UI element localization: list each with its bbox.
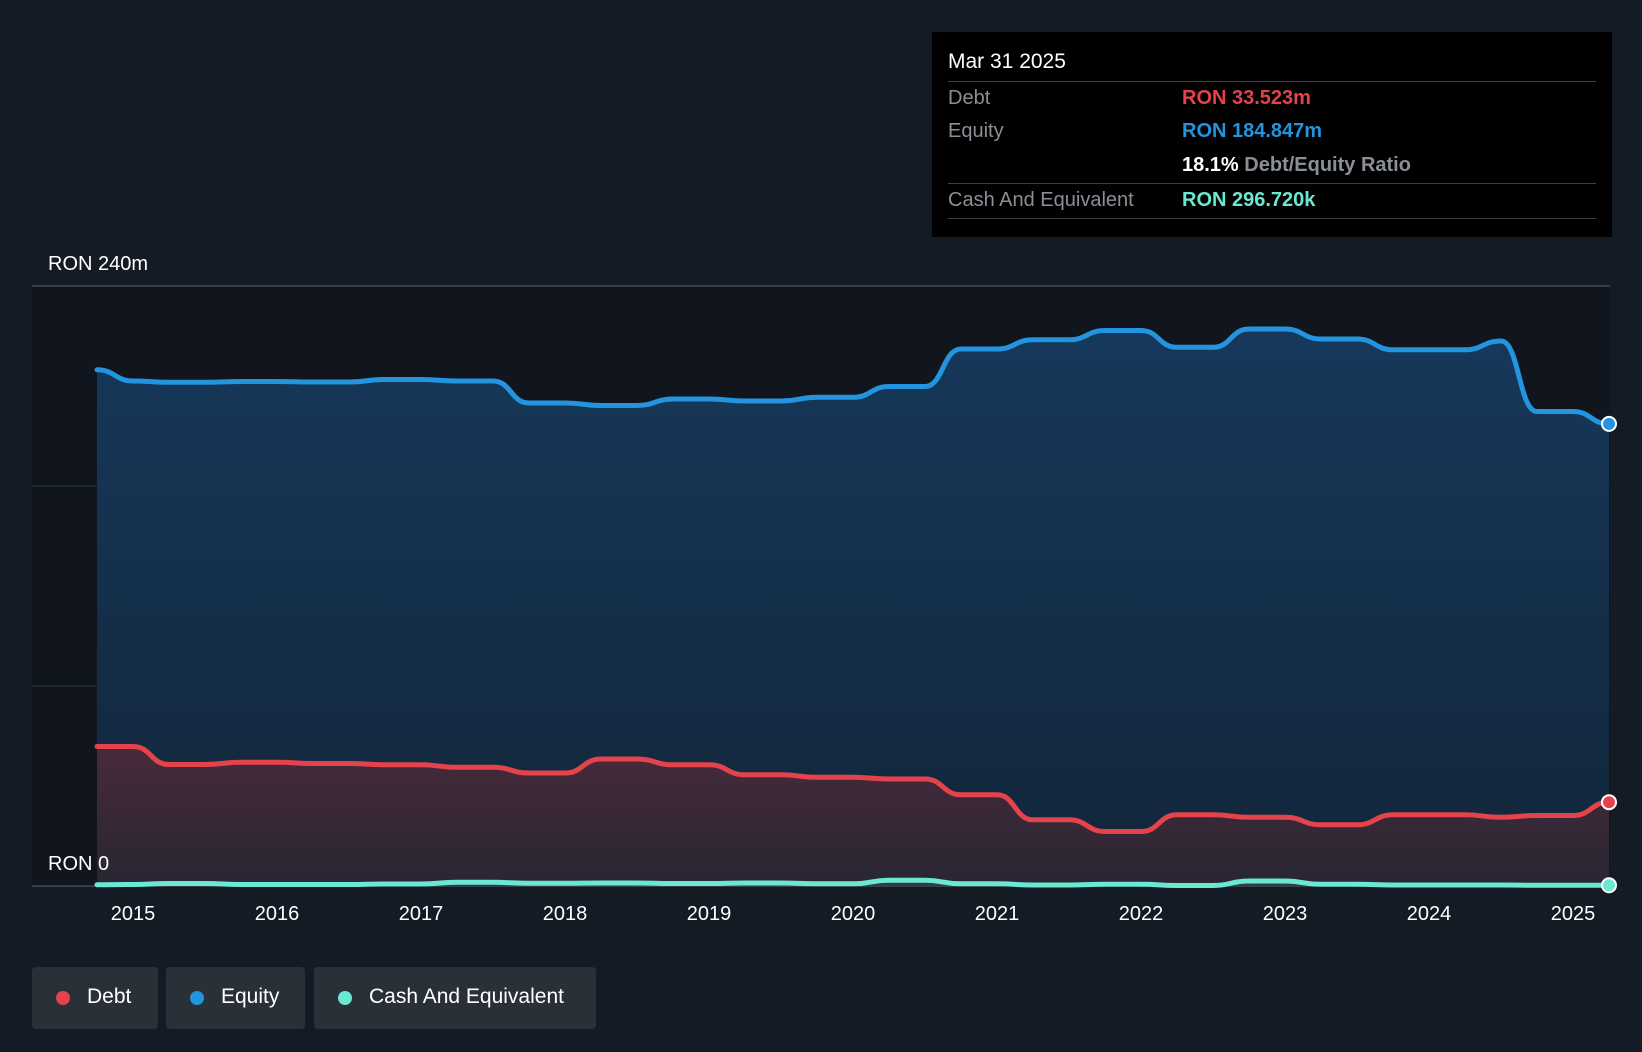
tooltip: Mar 31 2025 Debt RON 33.523m Equity RON … [932,32,1612,237]
tooltip-debt-row: Debt RON 33.523m [948,81,1596,116]
tooltip-cash-label: Cash And Equivalent [948,189,1134,211]
debt-end-marker [1601,794,1617,811]
cash-line [94,877,1612,888]
tooltip-debt-value: RON 33.523m [1182,87,1311,109]
equity-line [94,326,1612,427]
legend-item-cash[interactable]: Cash And Equivalent [314,967,596,1029]
y-axis-top-label: RON 240m [48,253,148,275]
tooltip-debt-label: Debt [948,87,991,109]
x-tick-label: 2016 [255,903,300,925]
x-tick-label: 2015 [111,903,156,925]
tooltip-ratio-group: 18.1% Debt/Equity Ratio [1182,154,1411,177]
x-tick-label: 2025 [1551,903,1596,925]
equity-dot-icon [190,991,204,1005]
legend-item-debt[interactable]: Debt [32,967,158,1029]
tooltip-date: Mar 31 2025 [948,50,1066,73]
equity-area [97,329,1609,886]
tooltip-cash-row: Cash And Equivalent RON 296.720k [948,183,1596,219]
legend-equity-label: Equity [221,985,280,1008]
debt-line [94,744,1612,834]
x-tick-label: 2017 [399,903,444,925]
y-axis-bottom-label: RON 0 [48,853,109,875]
legend-debt-label: Debt [87,985,132,1008]
x-tick-label: 2024 [1407,903,1452,925]
tooltip-equity-value: RON 184.847m [1182,120,1323,142]
x-tick-label: 2023 [1263,903,1308,925]
x-tick-label: 2022 [1119,903,1164,925]
x-tick-label: 2019 [687,903,732,925]
tooltip-ratio-label: Debt/Equity Ratio [1244,154,1411,176]
tooltip-cash-value: RON 296.720k [1182,189,1316,211]
equity-end-marker [1601,415,1617,432]
x-tick-label: 2018 [543,903,588,925]
debt-area [97,746,1609,886]
cash-dot-icon [338,991,352,1005]
tooltip-equity-label: Equity [948,120,1004,142]
legend-cash-label: Cash And Equivalent [369,985,564,1008]
legend-item-equity[interactable]: Equity [166,967,305,1029]
x-tick-label: 2020 [831,903,876,925]
tooltip-ratio-value: 18.1% [1182,154,1239,176]
x-tick-label: 2021 [975,903,1020,925]
debt-dot-icon [56,991,70,1005]
tooltip-ratio-row: 18.1% Debt/Equity Ratio [948,149,1596,183]
cash-end-marker [1601,877,1617,894]
tooltip-equity-row: Equity RON 184.847m [948,115,1596,149]
